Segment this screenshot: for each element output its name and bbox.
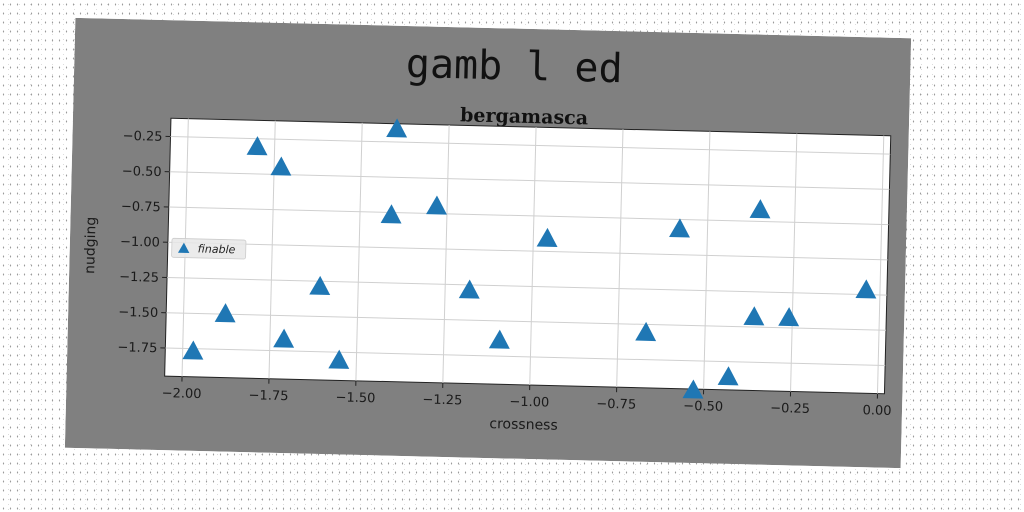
x-tick-label: −1.00	[509, 395, 549, 411]
y-axis-label: nudging	[82, 217, 99, 275]
x-tick-label: −0.50	[683, 399, 723, 415]
y-grid-line	[167, 276, 887, 296]
data-point	[214, 303, 236, 323]
data-point	[778, 307, 800, 327]
x-grid-line	[355, 122, 363, 381]
chart-suptitle: gamb l ed	[405, 41, 623, 92]
data-point	[749, 199, 771, 219]
x-grid-line	[616, 129, 624, 388]
data-point	[426, 195, 447, 215]
data-point	[270, 156, 292, 176]
legend: finable	[171, 237, 247, 260]
y-tick-label: −1.50	[118, 305, 158, 321]
data-point	[273, 328, 295, 348]
x-grid-line	[703, 131, 711, 390]
x-tick-label: −0.75	[596, 397, 636, 413]
data-point	[855, 279, 877, 299]
data-points	[182, 118, 877, 399]
x-tick-label: −1.50	[335, 390, 375, 406]
data-point	[380, 204, 402, 224]
y-ticks: −0.25 −0.50 −0.75 −1.00 −1.25 −1.50 −1.75	[117, 129, 171, 356]
plot-area	[164, 117, 892, 395]
x-grid-line	[790, 133, 798, 392]
data-point	[669, 218, 690, 238]
data-point	[182, 340, 204, 360]
y-tick-label: −0.50	[122, 164, 162, 180]
y-grid-line	[167, 241, 888, 261]
x-tick-label: −1.25	[422, 392, 462, 408]
chart-figure: gamb l ed bergamasca −2.00 −1.75 −1.50 −1.2…	[64, 17, 912, 469]
x-tick-label: −1.75	[248, 388, 288, 404]
x-grid-line	[268, 120, 276, 379]
data-point	[536, 227, 558, 247]
x-ticks: −2.00 −1.75 −1.50 −1.25 −1.00 −0.75 −0.50 −0.25…	[162, 376, 892, 419]
data-point	[386, 118, 408, 138]
data-point	[309, 275, 331, 296]
y-tick-label: −1.75	[117, 340, 157, 356]
legend-box	[171, 237, 247, 260]
x-tick-label: −2.00	[162, 386, 202, 402]
x-grid-line	[529, 127, 537, 386]
legend-entry: finable	[198, 242, 236, 256]
y-tick-label: −0.75	[121, 199, 161, 215]
y-tick-label: −1.00	[120, 235, 160, 251]
y-grid-line	[166, 312, 886, 331]
y-grid-line	[170, 136, 891, 155]
data-point	[682, 379, 704, 399]
y-grid-line	[168, 206, 889, 226]
data-point	[717, 366, 739, 386]
x-tick-label: 0.00	[862, 403, 891, 419]
data-point	[488, 329, 510, 349]
x-axis-label: crossness	[489, 416, 558, 434]
data-point	[246, 136, 268, 156]
data-point	[743, 306, 765, 326]
y-grid-line	[165, 347, 886, 367]
x-grid-line	[442, 125, 450, 383]
y-tick-label: −1.25	[119, 270, 159, 286]
data-point	[328, 349, 350, 369]
x-grid-line	[876, 135, 885, 394]
chart-title: bergamasca	[460, 104, 588, 129]
y-tick-label: −0.25	[122, 129, 162, 145]
data-point	[458, 279, 480, 299]
scatter-chart: gamb l ed bergamasca −2.00 −1.75 −1.50 −1.2…	[64, 17, 912, 469]
legend-marker-icon	[177, 242, 190, 254]
data-point	[635, 321, 657, 342]
x-tick-label: −0.25	[770, 401, 810, 417]
